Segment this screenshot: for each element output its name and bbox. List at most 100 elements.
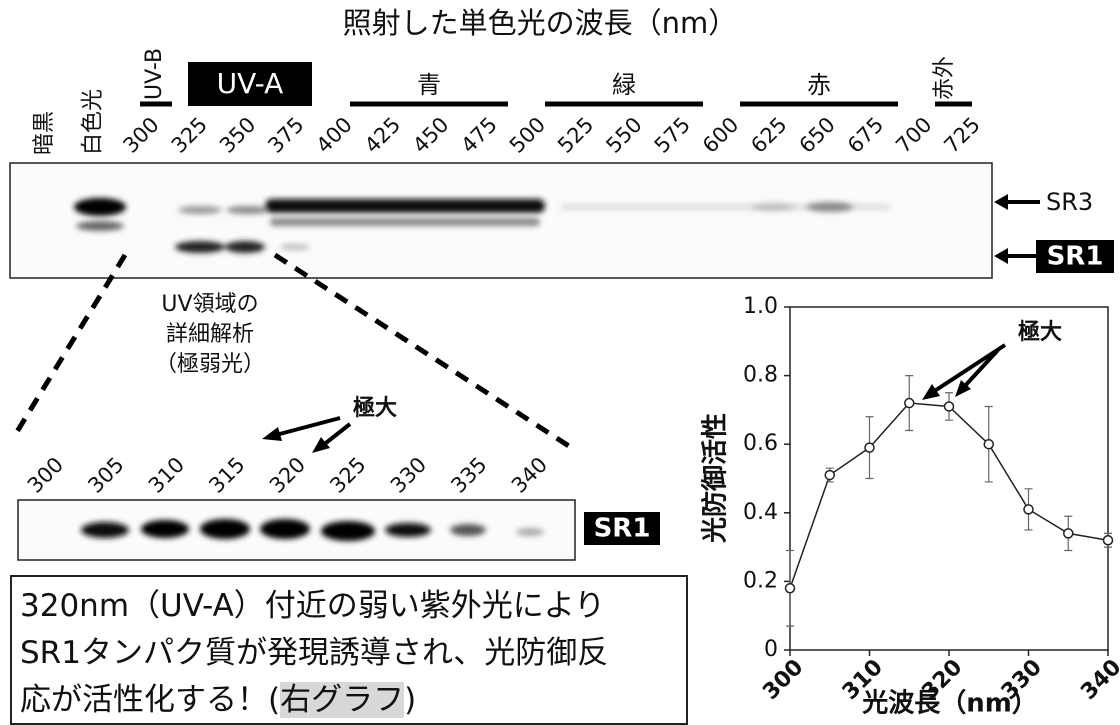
blot-band: [200, 519, 250, 539]
blot-band: [450, 524, 486, 536]
blot-band: [385, 523, 431, 537]
x-axis-label: 光波長（nm）: [861, 689, 1038, 719]
group-label: 緑: [612, 71, 636, 99]
blot-band: [74, 198, 126, 216]
lane-label: 375: [263, 112, 308, 157]
lane-label: 600: [698, 112, 743, 157]
blot-band: [260, 519, 310, 539]
lane-label: 315: [204, 452, 249, 497]
lane-label: 675: [843, 112, 888, 157]
blot-band: [226, 206, 270, 214]
arrow-head: [994, 248, 1008, 264]
lane-label: 310: [144, 452, 189, 497]
blot-band: [751, 203, 795, 211]
lane-label: 325: [325, 452, 370, 497]
plot-frame: [790, 307, 1108, 650]
arrow: [272, 418, 340, 436]
group-label: 赤外: [932, 56, 957, 100]
group-label: 青: [417, 71, 441, 99]
y-tick-label: 1.0: [743, 294, 778, 319]
y-tick-label: 0: [764, 637, 778, 662]
page: {"top_panel": {"title": "照射した単色光の波長（nm）"…: [0, 0, 1120, 723]
zoom-line: [15, 255, 125, 435]
band-label: SR1: [1047, 242, 1104, 272]
lane-label: 725: [940, 112, 985, 157]
annotation: 極大: [353, 395, 397, 421]
highlight: 右グラフ: [280, 682, 404, 718]
data-point: [1064, 529, 1073, 538]
text-line: SR1タンパク質が発現誘導され、光防御反: [20, 630, 678, 677]
blot-band: [141, 520, 189, 538]
blot-band: [76, 221, 124, 231]
arrow: [322, 424, 350, 446]
text-box: 320nm（UV-A）付近の弱い紫外光により SR1タンパク質が発現誘導され、光…: [10, 575, 688, 725]
lane-label: 暗黒: [32, 111, 57, 155]
y-tick-label: 0.2: [743, 568, 778, 593]
data-point: [945, 402, 954, 411]
data-point: [984, 440, 993, 449]
blot-band: [806, 202, 854, 212]
data-point: [865, 443, 874, 452]
text-part: ): [404, 682, 416, 718]
caption: UV領域の: [161, 292, 258, 317]
blot-band: [178, 206, 222, 214]
lane-label: 650: [795, 112, 840, 157]
blot-band: [225, 241, 265, 253]
blot-band: [516, 528, 544, 536]
lane-label: 300: [23, 452, 68, 497]
lane-label: 525: [553, 112, 598, 157]
lane-label: 625: [746, 112, 791, 157]
lane-label: 450: [408, 112, 453, 157]
data-point: [786, 584, 795, 593]
lane-label: 425: [360, 112, 405, 157]
x-tick-label: 340: [1076, 655, 1120, 705]
lane-label: 350: [215, 112, 260, 157]
blot-band: [321, 521, 375, 541]
data-point: [1024, 505, 1033, 514]
lane-label: 400: [312, 112, 357, 157]
band-label: SR3: [1046, 188, 1093, 216]
data-point: [1104, 536, 1113, 545]
y-tick-label: 0.4: [743, 500, 778, 525]
arrow-head: [994, 194, 1008, 210]
lane-label: 575: [650, 112, 695, 157]
lane-label: 335: [446, 452, 491, 497]
arrow-head: [922, 384, 940, 400]
data-point: [905, 399, 914, 408]
blot-band: [270, 218, 540, 226]
group-label: 赤: [807, 71, 831, 99]
x-tick-label: 300: [758, 655, 808, 705]
lane-label: 550: [601, 112, 646, 157]
blot-band: [265, 199, 545, 213]
group-label: UV-B: [142, 48, 167, 100]
data-point: [825, 471, 834, 480]
arrow-head: [262, 427, 282, 441]
y-tick-label: 0.8: [743, 363, 778, 388]
blot-band: [175, 241, 225, 253]
caption: （極弱光）: [155, 352, 265, 377]
lane-label: 330: [386, 452, 431, 497]
group-label: UV-A: [217, 67, 284, 100]
caption: 詳細解析: [166, 322, 254, 347]
blot-band: [81, 522, 129, 538]
text-line: 320nm（UV-A）付近の弱い紫外光により: [20, 583, 678, 630]
band-label: SR1: [594, 514, 651, 544]
lane-label: 300: [118, 112, 163, 157]
top-title: 照射した単色光の波長（nm）: [343, 6, 738, 40]
text-part: 応が活性化する！(: [20, 682, 280, 718]
blot-band: [280, 244, 310, 250]
lane-label: 320: [265, 452, 310, 497]
lane-label: 305: [83, 452, 128, 497]
lane-label: 500: [505, 112, 550, 157]
lane-label: 325: [167, 112, 212, 157]
data-line: [790, 403, 1108, 588]
zoom-line: [275, 255, 575, 450]
lane-label: 700: [891, 112, 936, 157]
lane-label: 白色光: [80, 89, 105, 155]
lane-label: 340: [507, 452, 552, 497]
y-tick-label: 0.6: [743, 431, 778, 456]
text-line: 応が活性化する！(右グラフ): [20, 677, 678, 724]
annotation: 極大: [1018, 319, 1062, 345]
lane-label: 475: [457, 112, 502, 157]
y-axis-label: 光防御活性: [700, 413, 731, 544]
